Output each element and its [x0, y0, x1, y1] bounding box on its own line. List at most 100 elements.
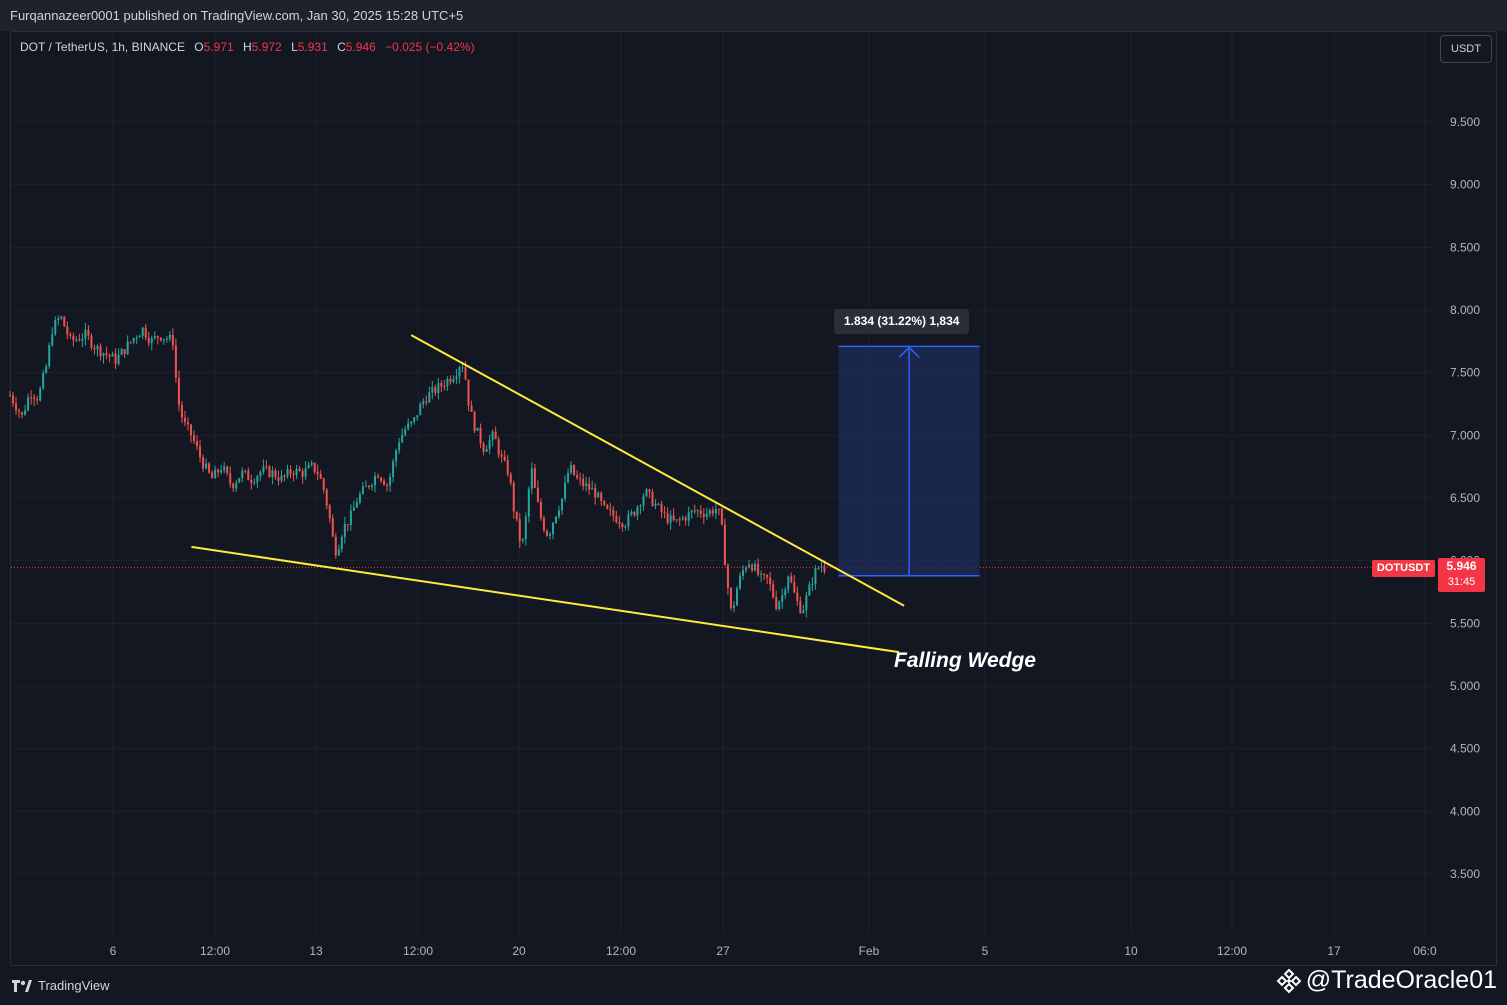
- candle-body: [171, 334, 174, 346]
- candle-body: [530, 468, 533, 489]
- candle-body: [702, 513, 705, 517]
- candle-body: [693, 510, 696, 512]
- candle-body: [455, 376, 458, 380]
- candle-body: [609, 508, 612, 511]
- low-label: L: [291, 40, 298, 54]
- price-tick-label: 8.000: [1450, 303, 1480, 317]
- price-tick-label: 5.000: [1450, 679, 1480, 693]
- candle-body: [138, 335, 141, 338]
- candle-body: [760, 573, 763, 575]
- candle-body: [708, 510, 711, 514]
- candle-body: [479, 427, 482, 444]
- candle-body: [174, 345, 177, 378]
- currency-button[interactable]: USDT: [1440, 35, 1492, 63]
- candle-body: [781, 595, 784, 602]
- author-handle: @TradeOracle01: [1276, 966, 1497, 995]
- candle-body: [377, 476, 380, 478]
- candle-body: [437, 383, 440, 393]
- candle-body: [162, 338, 165, 341]
- candle-body: [313, 462, 316, 472]
- time-tick-label: 20: [512, 944, 526, 958]
- candle-body: [763, 573, 766, 575]
- tradingview-icon: [12, 979, 32, 992]
- candle-body: [506, 460, 509, 475]
- candle-body: [787, 576, 790, 590]
- candle-body: [361, 486, 364, 494]
- time-tick-label: 12:00: [200, 944, 230, 958]
- candle-body: [343, 523, 346, 538]
- candle-body: [440, 383, 443, 387]
- candle-body: [346, 523, 349, 525]
- price-tick-label: 7.000: [1450, 428, 1480, 442]
- candle-body: [271, 470, 274, 477]
- candle-body: [823, 566, 826, 572]
- candle-body: [111, 353, 114, 357]
- candle-body: [434, 387, 437, 393]
- candle-body: [606, 504, 609, 509]
- candle-body: [554, 516, 557, 523]
- candle-body: [521, 539, 524, 541]
- candle-body: [739, 575, 742, 589]
- candle-body: [295, 468, 298, 475]
- time-tick-label: 06:0: [1413, 944, 1437, 958]
- candle-body: [588, 483, 591, 490]
- tradingview-logo[interactable]: TradingView: [12, 978, 110, 993]
- candle-body: [497, 439, 500, 455]
- candle-body: [253, 482, 256, 484]
- candle-body: [238, 478, 241, 483]
- last-price-value: 5.946: [1446, 559, 1477, 573]
- candle-body: [208, 463, 211, 473]
- candle-body: [458, 367, 461, 377]
- candle-body: [340, 537, 343, 550]
- candle-body: [325, 489, 328, 506]
- candle-body: [473, 411, 476, 431]
- candle-body: [684, 517, 687, 521]
- candle-body: [600, 492, 603, 501]
- candle-body: [159, 337, 162, 341]
- chart-frame: [10, 31, 1497, 966]
- candle-body: [250, 480, 253, 484]
- symbol-legend[interactable]: DOT / TetherUS, 1h, BINANCE O5.971 H5.97…: [20, 40, 475, 54]
- candle-body: [186, 422, 189, 425]
- candle-body: [180, 404, 183, 418]
- candle-body: [672, 515, 675, 521]
- candle-body: [585, 483, 588, 487]
- candle-body: [202, 457, 205, 469]
- candle-body: [657, 503, 660, 505]
- candle-body: [470, 405, 473, 412]
- candle-body: [467, 379, 470, 406]
- close-label: C: [337, 40, 346, 54]
- candle-body: [564, 482, 567, 499]
- candle-body: [241, 470, 244, 479]
- price-tick-label: 8.500: [1450, 240, 1480, 254]
- candle-body: [735, 588, 738, 606]
- candle-body: [102, 353, 105, 357]
- candle-body: [21, 412, 24, 415]
- time-axis[interactable]: 6 12:00 13 12:00 20 12:00 27 Feb 5 10 12:00 17 06:0: [110, 944, 1437, 958]
- candle-body: [265, 466, 268, 468]
- candle-body: [205, 463, 208, 469]
- price-tick-label: 4.000: [1450, 804, 1480, 818]
- candle-body: [398, 442, 401, 451]
- candle-body: [39, 388, 42, 401]
- candle-body: [232, 483, 235, 489]
- candle-body: [639, 505, 642, 508]
- measure-arrow-head: [898, 346, 920, 358]
- candle-body: [211, 472, 214, 479]
- candle-body: [512, 482, 515, 512]
- candle-body: [567, 472, 570, 483]
- candle-body: [383, 480, 386, 485]
- candle-body: [289, 469, 292, 474]
- candle-body: [723, 524, 726, 566]
- candle-body: [24, 410, 27, 415]
- time-tick-label: 5: [982, 944, 989, 958]
- trendline-upper: [410, 334, 905, 607]
- time-tick-label: 12:00: [1217, 944, 1247, 958]
- candle-body: [141, 327, 144, 336]
- candle-body: [536, 487, 539, 502]
- candle-body: [726, 565, 729, 588]
- candle-body: [663, 512, 666, 514]
- candle-body: [259, 471, 262, 477]
- price-axis[interactable]: 9.5009.0008.5008.0007.5007.0006.5006.000…: [1450, 115, 1480, 881]
